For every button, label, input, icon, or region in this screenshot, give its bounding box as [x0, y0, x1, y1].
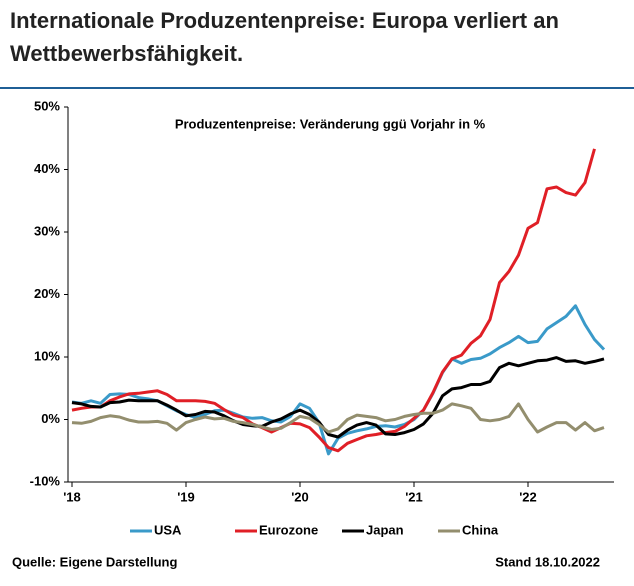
x-tick-label: '18: [63, 489, 81, 504]
y-tick-label: 10%: [34, 348, 60, 363]
y-tick-label: 30%: [34, 223, 60, 238]
source-note: Quelle: Eigene Darstellung: [12, 554, 177, 569]
series-line: [71, 356, 605, 439]
title-rule: [0, 87, 634, 89]
legend-label: Eurozone: [259, 522, 318, 537]
x-tick-label: '21: [405, 489, 423, 504]
x-tick-label: '22: [519, 489, 537, 504]
y-tick-label: 40%: [34, 161, 60, 176]
y-tick-label: -10%: [30, 473, 61, 488]
y-tick-label: 0%: [41, 411, 60, 426]
legend-label: China: [462, 522, 499, 537]
series-line: [71, 148, 596, 453]
chart-subtitle: Produzentenpreise: Veränderung ggü Vorja…: [175, 116, 486, 131]
y-tick-label: 20%: [34, 286, 60, 301]
series-line: [71, 402, 605, 434]
y-tick-label: 50%: [34, 98, 60, 113]
date-note: Stand 18.10.2022: [495, 554, 600, 569]
legend-label: USA: [154, 522, 182, 537]
x-tick-label: '20: [291, 489, 309, 504]
series-line: [71, 304, 606, 456]
x-tick-label: '19: [177, 489, 195, 504]
chart-title: Internationale Produzentenpreise: Europa…: [10, 8, 559, 66]
legend-label: Japan: [366, 522, 404, 537]
